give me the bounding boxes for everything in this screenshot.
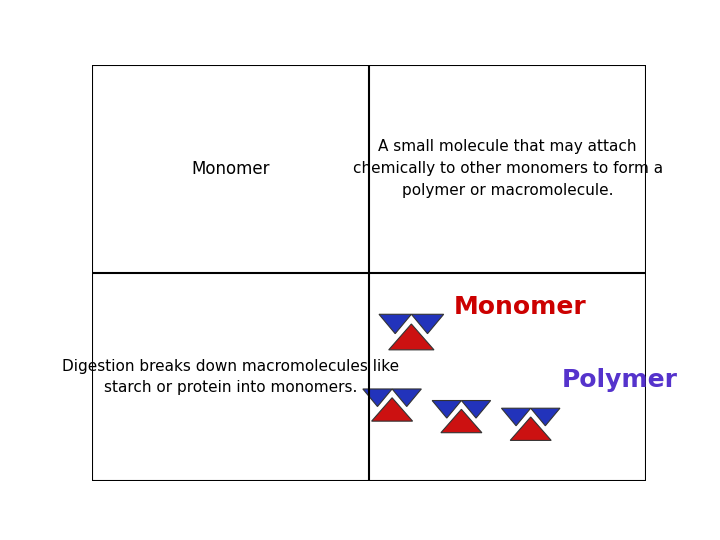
Text: Monomer: Monomer [191,160,270,178]
Polygon shape [379,314,411,334]
Polygon shape [372,398,413,421]
Polygon shape [531,408,560,426]
Text: Polymer: Polymer [562,368,678,393]
Polygon shape [392,389,421,407]
Polygon shape [462,401,490,418]
Polygon shape [432,401,462,418]
Polygon shape [389,324,434,350]
Polygon shape [510,417,552,441]
Text: Monomer: Monomer [454,295,587,319]
Polygon shape [363,389,392,407]
Text: Digestion breaks down macromolecules like
starch or protein into monomers.: Digestion breaks down macromolecules lik… [62,359,399,395]
Polygon shape [501,408,531,426]
Text: A small molecule that may attach
chemically to other monomers to form a
polymer : A small molecule that may attach chemica… [353,139,662,198]
Polygon shape [411,314,444,334]
Polygon shape [441,409,482,433]
